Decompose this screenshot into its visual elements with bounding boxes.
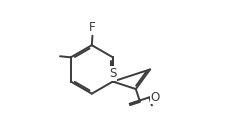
Text: O: O	[150, 91, 160, 104]
Text: F: F	[89, 21, 96, 34]
Text: S: S	[109, 67, 117, 80]
